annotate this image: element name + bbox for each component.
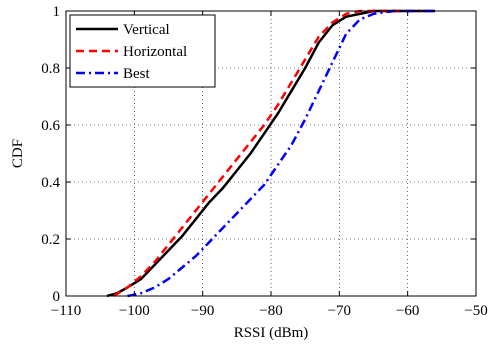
x-tick-label: −100 xyxy=(119,303,150,319)
x-tick-label: −80 xyxy=(259,303,282,319)
y-tick-label: 1 xyxy=(53,4,61,20)
legend: Vertical Horizontal Best xyxy=(69,14,216,88)
y-tick-label: 0.4 xyxy=(41,175,60,191)
ticks: −110 −100 −90 −80 −70 −60 −50 0 0.2 0.4 0.6 0.8 1 xyxy=(41,4,487,319)
y-tick-label: 0.6 xyxy=(41,118,60,134)
x-axis-label: RSSI (dBm) xyxy=(234,325,309,341)
legend-label-best: Best xyxy=(123,66,151,82)
series-line-vertical xyxy=(106,9,435,298)
x-tick-label: −50 xyxy=(464,303,487,319)
x-tick-label: −60 xyxy=(396,303,419,319)
x-tick-label: −90 xyxy=(191,303,214,319)
legend-label-vertical: Vertical xyxy=(123,22,170,38)
x-tick-label: −70 xyxy=(328,303,351,319)
y-tick-label: 0.2 xyxy=(41,232,60,248)
series-lines xyxy=(106,9,435,298)
x-tick-label: −110 xyxy=(51,303,81,319)
legend-label-horizontal: Horizontal xyxy=(123,44,187,60)
y-tick-label: 0 xyxy=(53,289,61,305)
y-tick-label: 0.8 xyxy=(41,61,60,77)
series-line-best xyxy=(127,9,435,298)
y-axis-label: CDF xyxy=(10,139,26,168)
